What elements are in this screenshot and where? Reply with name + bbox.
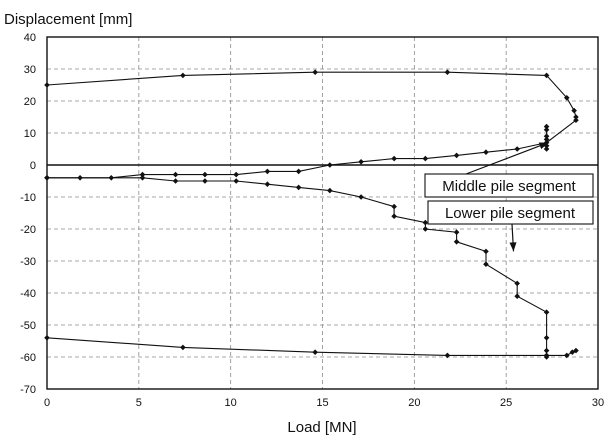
data-point-marker: [202, 178, 208, 184]
data-point-marker: [573, 117, 579, 123]
y-tick-label: -50: [20, 320, 36, 332]
series-line-lower-unloading: [46, 337, 577, 356]
data-point-marker: [391, 213, 397, 219]
data-point-marker: [483, 261, 489, 267]
data-point-marker: [543, 127, 550, 133]
data-point-marker: [571, 107, 577, 114]
data-point-marker: [543, 335, 550, 341]
data-point-marker: [422, 219, 429, 226]
annotation-label-lower: Lower pile segment: [445, 205, 576, 222]
data-point-marker: [543, 347, 550, 354]
tick-label-layer: 0 5 10 15 20 25 30 40 30 20 10 0 -10 -20 -30 -40 -50 -60 -…: [20, 32, 604, 409]
y-axis-title: Displacement [mm]: [4, 11, 132, 28]
data-point-marker: [543, 146, 550, 152]
y-tick-label: 30: [24, 64, 36, 76]
y-tick-label: -60: [20, 352, 36, 364]
data-point-marker: [358, 194, 364, 200]
data-point-marker: [514, 146, 520, 152]
y-tick-label: 20: [24, 96, 36, 108]
y-tick-label: -30: [20, 256, 36, 268]
data-point-marker: [543, 72, 550, 79]
x-tick-label: 10: [225, 397, 237, 409]
data-point-marker: [108, 175, 115, 181]
data-point-marker: [180, 72, 186, 79]
grid-layer: [47, 37, 598, 389]
x-axis-title: Load [MN]: [287, 419, 356, 436]
data-point-marker: [312, 69, 318, 75]
y-tick-label: -70: [20, 384, 36, 396]
series-line-middle-loading: [47, 119, 577, 179]
data-point-marker: [264, 181, 271, 187]
x-tick-label: 30: [592, 397, 604, 409]
y-tick-label: 0: [30, 160, 36, 172]
data-point-marker: [233, 178, 239, 184]
data-point-marker: [444, 352, 451, 359]
data-point-marker: [543, 352, 550, 359]
data-point-marker: [453, 229, 460, 235]
data-point-marker: [77, 175, 83, 181]
data-point-marker: [543, 309, 550, 315]
data-point-marker: [172, 178, 179, 184]
x-tick-label: 5: [136, 397, 142, 409]
data-point-marker: [543, 123, 550, 130]
data-point-marker: [233, 171, 239, 178]
annotation-box-middle: [424, 173, 594, 198]
data-point-marker: [563, 352, 570, 359]
data-point-marker: [444, 69, 451, 75]
x-tick-label: 15: [316, 397, 328, 409]
annotation-arrow-middle: [465, 142, 549, 175]
data-point-marker: [422, 155, 429, 162]
data-point-marker: [172, 171, 179, 178]
data-point-marker: [264, 168, 271, 175]
data-point-marker: [453, 239, 460, 245]
data-point-marker: [543, 133, 550, 139]
data-point-marker: [391, 203, 397, 210]
annotation-arrowhead-lower: [509, 242, 517, 252]
data-point-marker: [573, 114, 579, 120]
y-tick-label: 40: [24, 32, 36, 44]
plot-frame: [46, 36, 599, 390]
data-point-marker: [514, 293, 520, 299]
data-point-marker: [139, 175, 146, 181]
y-tick-label: -40: [20, 288, 36, 300]
x-tick-label: 0: [44, 397, 50, 409]
data-point-marker: [327, 187, 333, 194]
data-point-marker: [563, 95, 570, 101]
data-point-marker: [422, 226, 429, 232]
data-point-marker: [391, 155, 397, 162]
y-tick-label: -10: [20, 192, 36, 204]
data-point-marker: [573, 347, 579, 354]
data-point-marker: [180, 344, 186, 351]
annotation-lower-pile-segment: Lower pile segment: [427, 200, 594, 252]
data-point-marker: [543, 136, 550, 143]
series-line-middle-upper: [46, 71, 577, 118]
annotation-middle-pile-segment: Middle pile segment: [424, 142, 594, 198]
annotation-arrowhead-middle: [538, 142, 549, 150]
x-tick-label: 20: [408, 397, 420, 409]
data-point-marker: [139, 171, 146, 178]
y-tick-label: -20: [20, 224, 36, 236]
x-tick-label: 25: [500, 397, 512, 409]
data-point-marker: [483, 149, 489, 155]
data-point-marker: [483, 248, 489, 255]
y-tick-label: 10: [24, 128, 36, 140]
data-point-marker: [295, 168, 302, 175]
data-point-marker: [514, 280, 520, 287]
data-point-marker: [295, 184, 302, 191]
data-point-marker: [453, 152, 460, 159]
annotation-box-lower: [427, 200, 594, 225]
annotation-label-middle: Middle pile segment: [442, 178, 576, 195]
data-point-marker: [312, 349, 318, 355]
data-point-marker: [358, 159, 364, 165]
data-point-marker: [327, 162, 333, 168]
data-point-marker: [202, 171, 208, 178]
